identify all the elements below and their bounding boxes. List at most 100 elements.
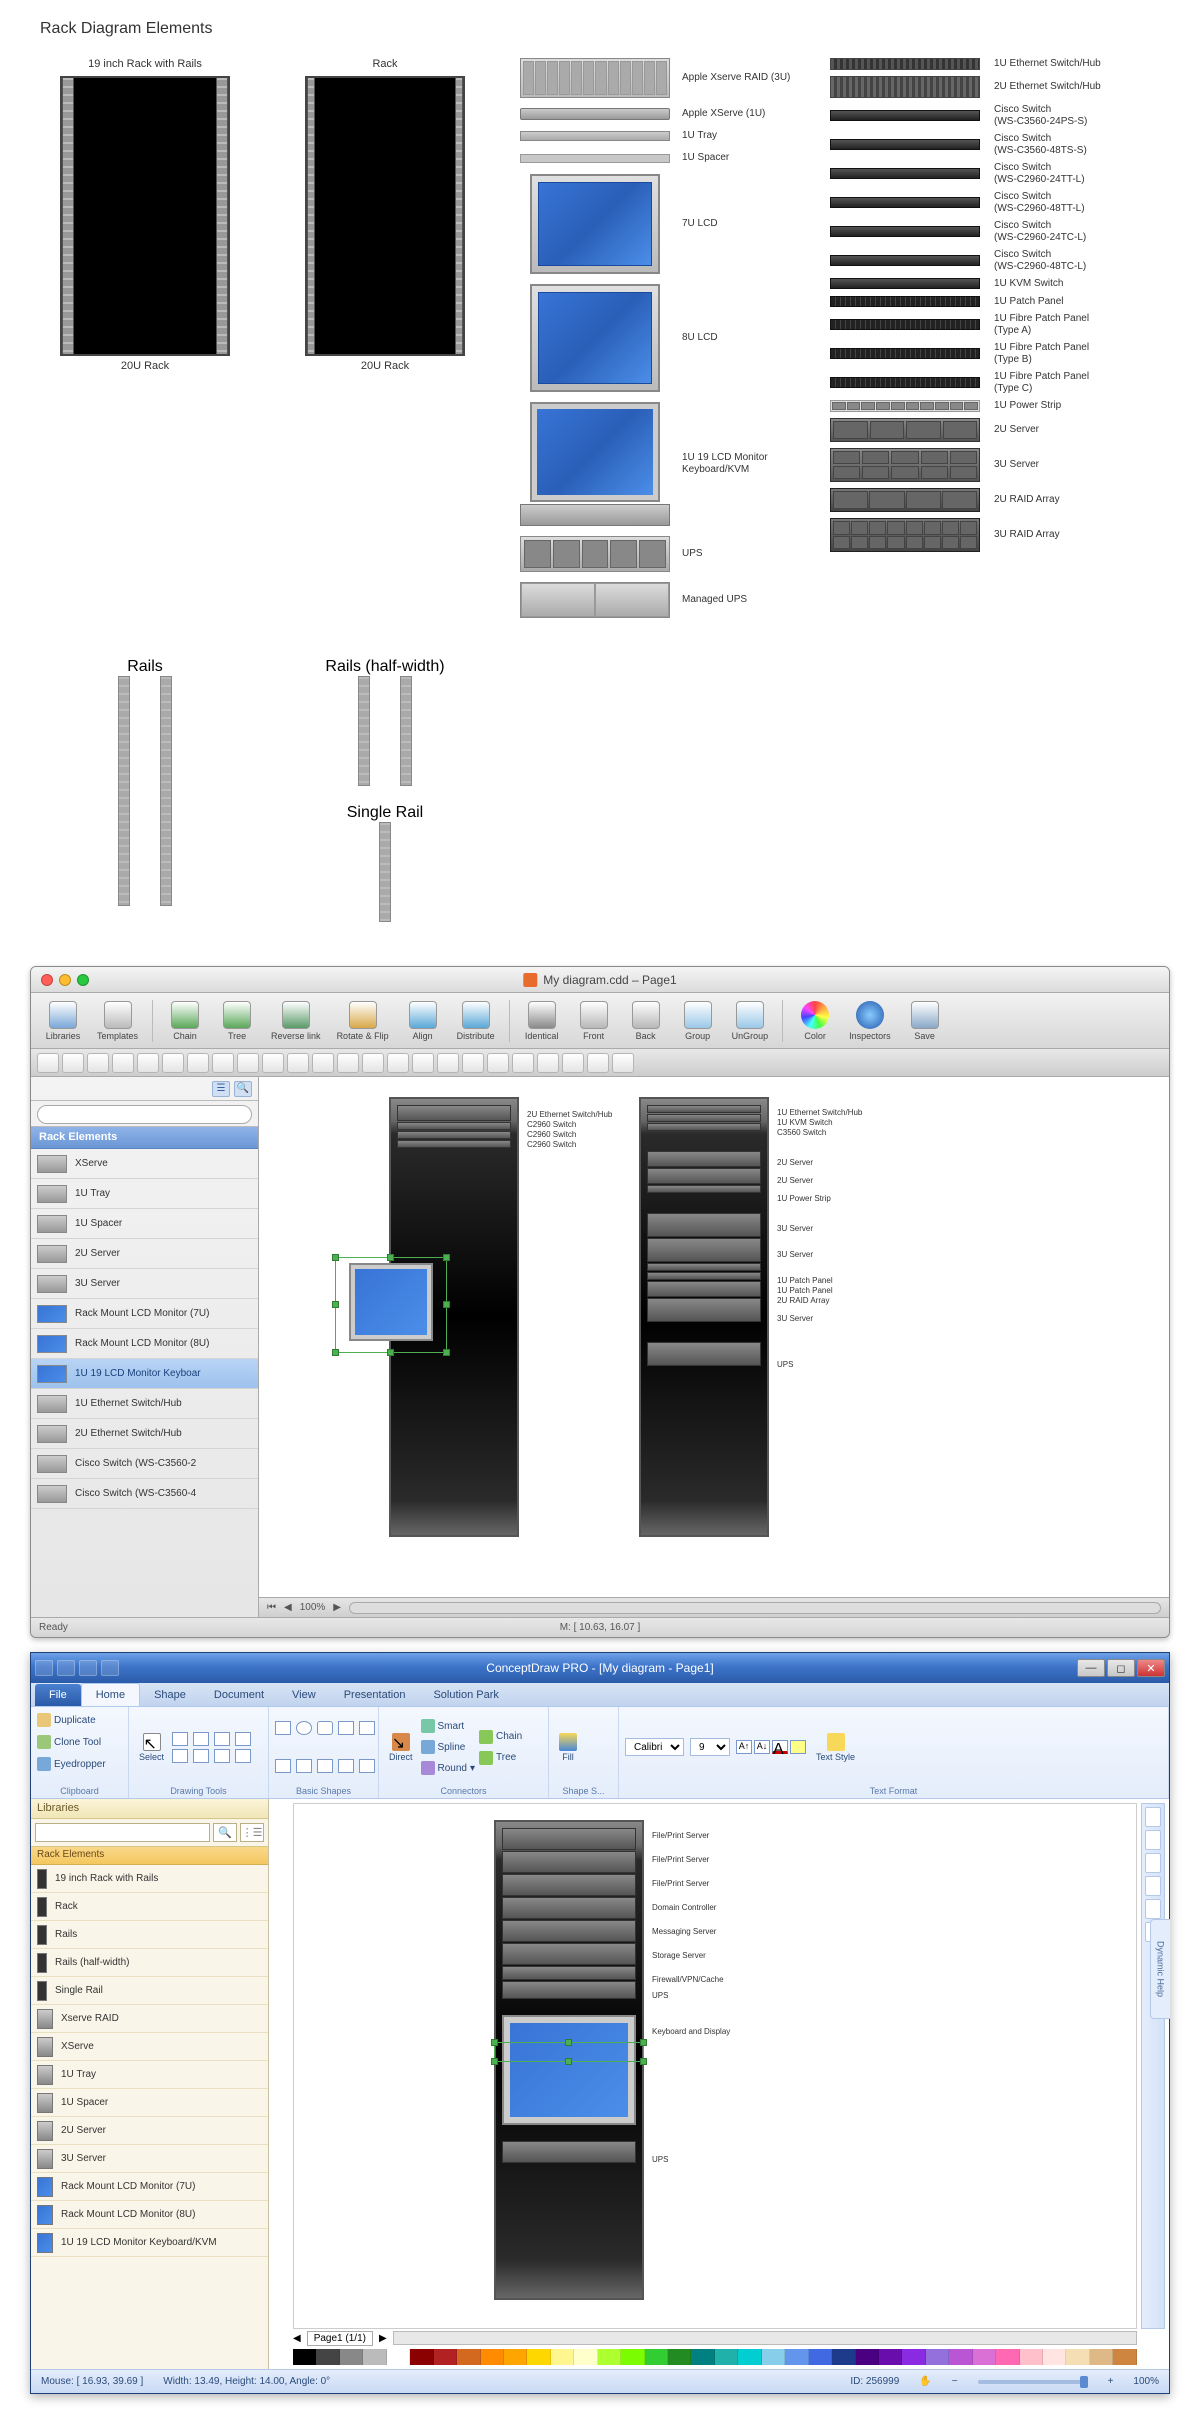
mac-canvas[interactable]: 2U Ethernet Switch/HubC2960 SwitchC2960 … bbox=[259, 1077, 1169, 1617]
tab-home[interactable]: Home bbox=[81, 1683, 140, 1706]
maximize-button[interactable]: ◻ bbox=[1107, 1659, 1135, 1677]
vt-text-icon[interactable] bbox=[1145, 1876, 1161, 1896]
zoom-out-icon[interactable]: − bbox=[952, 2376, 958, 2387]
tool-icon[interactable] bbox=[462, 1053, 484, 1073]
tree-button[interactable]: Tree bbox=[213, 999, 261, 1043]
sidebar-item[interactable]: 1U 19 LCD Monitor Keyboard/KVM bbox=[31, 2229, 268, 2257]
shape-star-icon[interactable] bbox=[296, 1759, 312, 1773]
color-swatch[interactable] bbox=[996, 2349, 1019, 2365]
close-icon[interactable] bbox=[41, 974, 53, 986]
status-hand-icon[interactable]: ✋ bbox=[919, 2376, 931, 2387]
tool-icon[interactable] bbox=[412, 1053, 434, 1073]
color-swatch[interactable] bbox=[504, 2349, 527, 2365]
qat-save-icon[interactable] bbox=[57, 1660, 75, 1676]
shape-hex-icon[interactable] bbox=[275, 1759, 291, 1773]
freehand-tool-icon[interactable] bbox=[235, 1732, 251, 1746]
sidebar-item[interactable]: Cisco Switch (WS-C3560-4 bbox=[31, 1479, 258, 1509]
font-shrink-icon[interactable]: A↓ bbox=[754, 1740, 770, 1754]
qat-undo-icon[interactable] bbox=[79, 1660, 97, 1676]
sidebar-item[interactable]: 1U Tray bbox=[31, 1179, 258, 1209]
horizontal-scrollbar[interactable] bbox=[393, 2331, 1137, 2345]
chain-button[interactable]: Chain bbox=[161, 999, 209, 1043]
color-swatch[interactable] bbox=[387, 2349, 410, 2365]
color-swatch[interactable] bbox=[363, 2349, 386, 2365]
tool-icon[interactable] bbox=[337, 1053, 359, 1073]
sidebar-item[interactable]: XServe bbox=[31, 1149, 258, 1179]
highlight-icon[interactable] bbox=[790, 1740, 806, 1754]
tool-icon[interactable] bbox=[262, 1053, 284, 1073]
traffic-lights[interactable] bbox=[41, 974, 89, 986]
shape-arrow-icon[interactable] bbox=[317, 1759, 333, 1773]
tab-file[interactable]: File bbox=[35, 1684, 81, 1706]
color-swatch[interactable] bbox=[434, 2349, 457, 2365]
vt-pointer-icon[interactable] bbox=[1145, 1807, 1161, 1827]
color-swatch[interactable] bbox=[832, 2349, 855, 2365]
color-button[interactable]: Color bbox=[791, 999, 839, 1043]
color-swatch[interactable] bbox=[598, 2349, 621, 2365]
color-swatch[interactable] bbox=[973, 2349, 996, 2365]
nav-prev-icon[interactable]: ◀ bbox=[284, 1602, 292, 1613]
color-swatch[interactable] bbox=[738, 2349, 761, 2365]
search-icon[interactable]: 🔍 bbox=[213, 1823, 237, 1842]
sidebar-item[interactable]: 1U Ethernet Switch/Hub bbox=[31, 1389, 258, 1419]
color-swatch[interactable] bbox=[1043, 2349, 1066, 2365]
ellipse-tool-icon[interactable] bbox=[193, 1749, 209, 1763]
clone-tool-button[interactable]: Clone Tool bbox=[37, 1732, 101, 1752]
color-swatch[interactable] bbox=[410, 2349, 433, 2365]
inspectors-button[interactable]: Inspectors bbox=[843, 999, 897, 1043]
canvas-rack-2[interactable] bbox=[639, 1097, 769, 1537]
color-swatch[interactable] bbox=[926, 2349, 949, 2365]
identical-button[interactable]: Identical bbox=[518, 999, 566, 1043]
sidebar-item[interactable]: 1U 19 LCD Monitor Keyboar bbox=[31, 1359, 258, 1389]
sidebar-item[interactable]: Rack Mount LCD Monitor (8U) bbox=[31, 2201, 268, 2229]
color-swatch[interactable] bbox=[645, 2349, 668, 2365]
color-swatch[interactable] bbox=[340, 2349, 363, 2365]
align-button[interactable]: Align bbox=[399, 999, 447, 1043]
sidebar-item[interactable]: 2U Server bbox=[31, 2117, 268, 2145]
color-swatch[interactable] bbox=[762, 2349, 785, 2365]
sidebar-item[interactable]: 3U Server bbox=[31, 2145, 268, 2173]
sidebar-item[interactable]: 1U Tray bbox=[31, 2061, 268, 2089]
font-color-icon[interactable]: A bbox=[772, 1740, 788, 1754]
tool-icon[interactable] bbox=[62, 1053, 84, 1073]
zoom-in-icon[interactable]: + bbox=[1108, 2376, 1114, 2387]
color-swatch[interactable] bbox=[879, 2349, 902, 2365]
color-swatch[interactable] bbox=[621, 2349, 644, 2365]
sidebar-list-icon[interactable]: ☰ bbox=[212, 1081, 230, 1097]
color-swatch[interactable] bbox=[809, 2349, 832, 2365]
tree-button[interactable]: Tree bbox=[479, 1748, 522, 1768]
sidebar-item[interactable]: 19 inch Rack with Rails bbox=[31, 1865, 268, 1893]
zoom-icon[interactable] bbox=[77, 974, 89, 986]
font-size-select[interactable]: 9 bbox=[690, 1738, 730, 1756]
chain-button[interactable]: Chain bbox=[479, 1727, 522, 1747]
color-swatch[interactable] bbox=[293, 2349, 316, 2365]
duplicate-button[interactable]: Duplicate bbox=[37, 1710, 96, 1730]
tab-shape[interactable]: Shape bbox=[140, 1684, 200, 1706]
poly-tool-icon[interactable] bbox=[214, 1749, 230, 1763]
tab-presentation[interactable]: Presentation bbox=[330, 1684, 420, 1706]
sidebar-item[interactable]: Cisco Switch (WS-C3560-2 bbox=[31, 1449, 258, 1479]
tool-icon[interactable] bbox=[37, 1053, 59, 1073]
shape-rect-icon[interactable] bbox=[275, 1721, 291, 1735]
color-swatch[interactable] bbox=[691, 2349, 714, 2365]
tool-icon[interactable] bbox=[362, 1053, 384, 1073]
color-swatch[interactable] bbox=[481, 2349, 504, 2365]
color-palette-bar[interactable] bbox=[293, 2349, 1137, 2365]
tab-view[interactable]: View bbox=[278, 1684, 330, 1706]
color-swatch[interactable] bbox=[949, 2349, 972, 2365]
tool-icon[interactable] bbox=[212, 1053, 234, 1073]
nav-next-icon[interactable]: ▶ bbox=[333, 1602, 341, 1613]
minimize-icon[interactable] bbox=[59, 974, 71, 986]
sidebar-item[interactable]: 1U Spacer bbox=[31, 1209, 258, 1239]
spline-connector-button[interactable]: Spline bbox=[421, 1737, 476, 1757]
font-grow-icon[interactable]: A↑ bbox=[736, 1740, 752, 1754]
color-swatch[interactable] bbox=[457, 2349, 480, 2365]
sidebar-search-input[interactable] bbox=[37, 1105, 252, 1124]
color-swatch[interactable] bbox=[551, 2349, 574, 2365]
save-button[interactable]: Save bbox=[901, 999, 949, 1043]
select-button[interactable]: ↖Select bbox=[135, 1731, 168, 1764]
templates-button[interactable]: Templates bbox=[91, 999, 144, 1043]
sidebar-item[interactable]: Rack Mount LCD Monitor (8U) bbox=[31, 1329, 258, 1359]
reverse-link-button[interactable]: Reverse link bbox=[265, 999, 327, 1043]
color-swatch[interactable] bbox=[527, 2349, 550, 2365]
